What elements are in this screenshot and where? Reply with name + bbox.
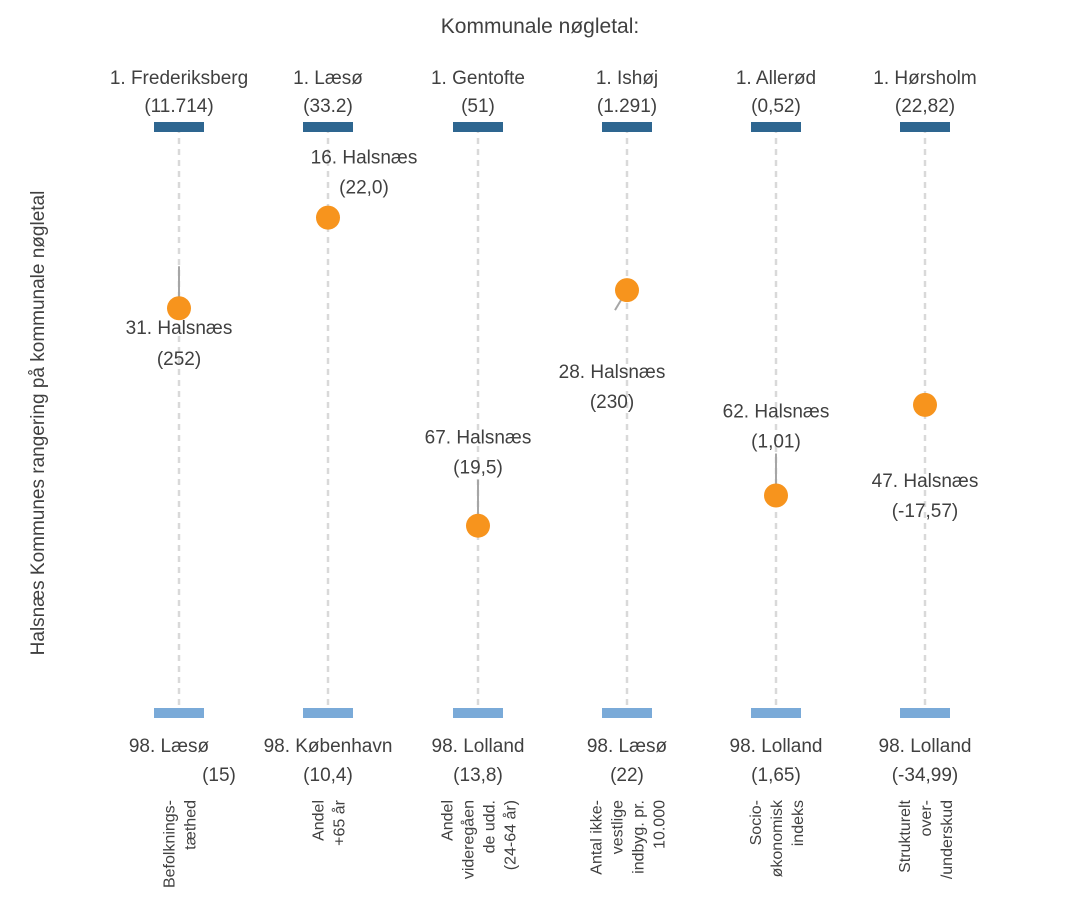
top-rank-label-1: 1. Læsø [293, 68, 363, 89]
halsnaes-point-4 [764, 483, 788, 508]
top-rank-value-2: (51) [461, 96, 495, 117]
halsnaes-rank-label-1: 16. Halsnæs [311, 148, 418, 169]
halsnaes-rank-label-3: 28. Halsnæs [559, 362, 666, 383]
y-axis-label: Halsnæs Kommunes rangering på kommunale … [28, 191, 49, 656]
bottom-rank-value-4: (1,65) [751, 765, 801, 786]
halsnaes-rank-label-2: 67. Halsnæs [425, 428, 532, 449]
category-label-3-3: 10.000 [652, 800, 669, 849]
bottom-rank-label-2: 98. Lolland [432, 736, 525, 757]
category-label-3-1: vestlige [610, 800, 627, 854]
category-label-5-2: /underskud [939, 800, 956, 879]
bottom-rank-marker-5 [900, 708, 950, 718]
category-label-4-2: indeks [790, 800, 807, 846]
category-label-1-0: Andel [311, 800, 328, 841]
top-rank-label-0: 1. Frederiksberg [110, 68, 248, 89]
bottom-rank-label-1: 98. København [264, 736, 393, 757]
bottom-rank-marker-4 [751, 708, 801, 718]
bottom-rank-label-4: 98. Lolland [730, 736, 823, 757]
bottom-rank-label-5: 98. Lolland [879, 736, 972, 757]
halsnaes-value-label-1: (22,0) [339, 178, 389, 199]
halsnaes-point-3 [615, 278, 639, 303]
top-rank-marker-0 [154, 122, 204, 132]
top-rank-label-5: 1. Hørsholm [873, 68, 976, 89]
bottom-rank-label-0: 98. Læsø [129, 736, 210, 757]
bottom-rank-value-0: (15) [202, 765, 236, 786]
halsnaes-point-1 [316, 205, 340, 230]
halsnaes-point-2 [466, 513, 490, 538]
top-rank-value-5: (22,82) [895, 96, 955, 117]
category-label-3-0: Antal ikke- [589, 800, 606, 875]
halsnaes-point-5 [913, 392, 937, 417]
category-label-4-1: økonomisk [769, 799, 786, 877]
chart-marks: 1. Frederiksberg (11.714) 98. Læsø (15) 31. … [110, 68, 979, 888]
halsnaes-rank-label-5: 47. Halsnæs [872, 471, 979, 492]
top-rank-marker-4 [751, 122, 801, 132]
bottom-rank-value-3: (22) [610, 765, 644, 786]
bottom-rank-marker-2 [453, 708, 503, 718]
bottom-rank-marker-3 [602, 708, 652, 718]
category-label-0-1: tæthed [183, 800, 200, 850]
halsnaes-value-label-3: (230) [590, 392, 634, 413]
category-label-4-0: Socio- [748, 800, 765, 845]
top-rank-value-4: (0,52) [751, 96, 801, 117]
bottom-rank-value-5: (-34,99) [892, 765, 959, 786]
category-label-5-1: over- [918, 800, 935, 836]
category-label-1-1: +65 år [331, 799, 349, 845]
category-label-2-3: (24-64 år) [502, 800, 520, 870]
top-rank-value-3: (1.291) [597, 96, 657, 117]
top-rank-label-4: 1. Allerød [736, 68, 816, 89]
top-rank-label-3: 1. Ishøj [596, 68, 658, 89]
top-rank-marker-5 [900, 122, 950, 132]
chart-title: Kommunale nøgletal: [441, 15, 639, 38]
top-rank-marker-3 [602, 122, 652, 132]
halsnaes-rank-label-4: 62. Halsnæs [723, 402, 830, 423]
halsnaes-value-label-5: (-17,57) [892, 501, 959, 522]
halsnaes-value-label-2: (19,5) [453, 458, 503, 479]
category-label-2-1: videregåen [460, 800, 478, 879]
halsnaes-point-0 [167, 296, 191, 321]
category-label-3-2: indbyg. pr. [631, 800, 648, 874]
top-rank-marker-1 [303, 122, 353, 132]
top-rank-label-2: 1. Gentofte [431, 68, 525, 89]
category-label-0-0: Befolknings- [162, 800, 179, 888]
category-label-5-0: Strukturelt [897, 799, 914, 872]
top-rank-value-1: (33.2) [303, 96, 353, 117]
top-rank-value-0: (11.714) [144, 96, 213, 117]
bottom-rank-marker-0 [154, 708, 204, 718]
bottom-rank-value-2: (13,8) [453, 765, 503, 786]
halsnaes-value-label-0: (252) [157, 349, 201, 370]
halsnaes-rank-label-0: 31. Halsnæs [126, 318, 233, 339]
category-label-2-0: Andel [440, 800, 457, 841]
bottom-rank-value-1: (10,4) [303, 765, 353, 786]
bottom-rank-label-3: 98. Læsø [587, 736, 668, 757]
category-label-2-2: de udd. [482, 800, 499, 853]
top-rank-marker-2 [453, 122, 503, 132]
bottom-rank-marker-1 [303, 708, 353, 718]
halsnaes-value-label-4: (1,01) [751, 432, 801, 453]
